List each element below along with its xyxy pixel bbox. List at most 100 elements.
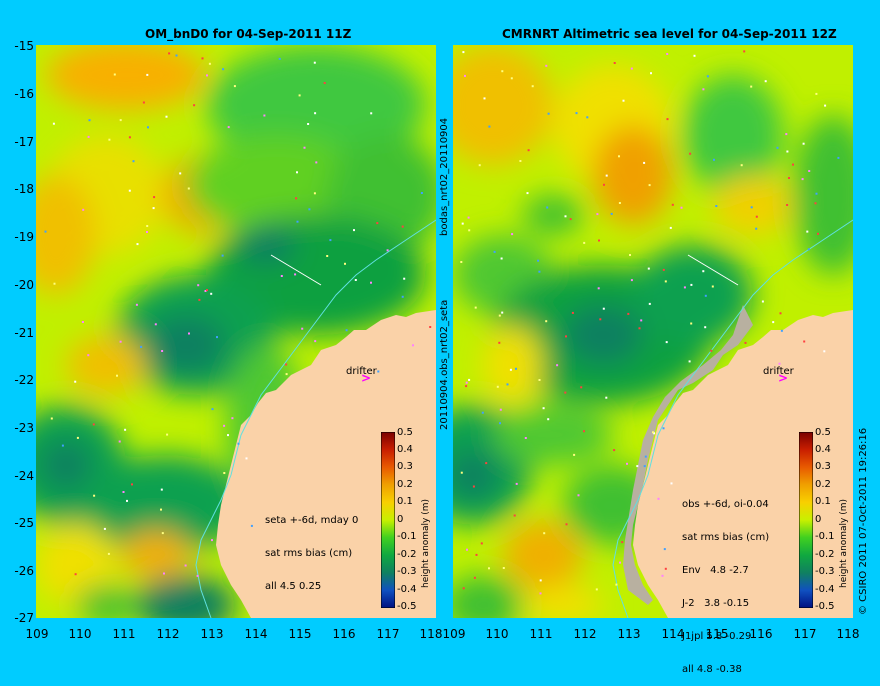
colorbar-tick: -0.1 — [397, 531, 417, 542]
observation-dot — [221, 254, 224, 257]
observation-dot — [403, 277, 406, 280]
observation-dot — [466, 548, 468, 551]
observation-dot — [160, 508, 162, 511]
observation-dot — [175, 54, 178, 57]
observation-dot — [711, 285, 714, 288]
x-tick: 111 — [112, 627, 136, 641]
observation-dot — [76, 436, 79, 439]
observation-dot — [485, 462, 488, 465]
x-tick: 113 — [617, 627, 641, 641]
observation-dot — [621, 541, 624, 544]
observation-dot — [680, 206, 683, 209]
observation-dot — [136, 243, 139, 246]
observation-dot — [538, 270, 541, 273]
observation-dot — [814, 202, 817, 205]
observation-dot — [142, 101, 145, 104]
observation-dot — [662, 268, 665, 271]
observation-dot — [295, 197, 298, 200]
observation-dot — [704, 294, 707, 297]
observation-dot — [204, 290, 207, 292]
observation-dot — [510, 77, 513, 80]
right-info-line: sat rms bias (cm) — [682, 532, 770, 543]
observation-dot — [501, 70, 504, 73]
observation-dot — [118, 440, 121, 443]
observation-dot — [87, 135, 90, 138]
observation-dot — [296, 220, 299, 223]
observation-dot — [44, 230, 47, 233]
observation-dot — [468, 229, 471, 232]
observation-dot — [542, 407, 545, 410]
observation-dot — [808, 170, 811, 172]
observation-dot — [780, 329, 783, 332]
observation-dot — [564, 391, 567, 394]
observation-dot — [785, 133, 788, 136]
left-colorbar — [381, 432, 395, 608]
observation-dot — [88, 119, 91, 122]
observation-dot — [197, 284, 200, 287]
y-tick: -23 — [14, 421, 34, 435]
observation-dot — [206, 289, 208, 292]
observation-dot — [652, 431, 654, 434]
colorbar-tick: -0.4 — [815, 584, 835, 595]
observation-dot — [663, 548, 666, 551]
observation-dot — [313, 192, 316, 195]
observation-dot — [715, 205, 718, 207]
observation-dot — [146, 73, 149, 76]
observation-dot — [511, 233, 514, 236]
colorbar-tick: 0.1 — [815, 496, 831, 507]
x-tick: 114 — [244, 627, 268, 641]
colorbar-tick: 0 — [397, 514, 404, 525]
observation-dot — [280, 275, 283, 277]
observation-dot — [755, 215, 758, 218]
right-colorbar-label: height anomaly (m) — [839, 498, 849, 588]
observation-dot — [670, 482, 673, 485]
observation-dot — [201, 57, 204, 60]
observation-dot — [817, 232, 819, 235]
y-tick: -15 — [14, 39, 34, 53]
x-tick: 116 — [749, 627, 773, 641]
left-map-title: OM_bnD0 for 04-Sep-2011 11Z — [145, 27, 352, 41]
observation-dot — [296, 171, 298, 174]
right-info-line: J-2 3.8 -0.15 — [682, 598, 750, 609]
observation-dot — [643, 465, 646, 468]
observation-dot — [556, 364, 559, 367]
observation-dot — [233, 85, 236, 88]
observation-dot — [344, 262, 346, 265]
observation-dot — [764, 80, 767, 83]
observation-dot — [146, 231, 148, 233]
left-map-svg: > — [36, 45, 436, 618]
observation-dot — [147, 126, 149, 129]
credit-label: © CSIRO 2011 07-Oct-2011 19:26:16 — [858, 427, 869, 615]
observation-dot — [661, 574, 664, 577]
observation-dot — [401, 225, 404, 228]
colorbar-tick: 0.4 — [397, 444, 413, 455]
observation-dot — [498, 314, 501, 317]
observation-dot — [569, 218, 572, 221]
observation-dot — [824, 104, 827, 107]
colorbar-tick: 0.3 — [397, 461, 413, 472]
observation-dot — [610, 212, 613, 215]
observation-dot — [187, 187, 190, 190]
observation-dot — [755, 227, 758, 230]
observation-dot — [547, 112, 550, 115]
y-tick: -25 — [14, 516, 34, 530]
observation-dot — [263, 114, 266, 117]
observation-dot — [401, 295, 404, 298]
observation-dot — [605, 174, 608, 177]
colorbar-tick: 0.3 — [815, 461, 831, 472]
observation-dot — [740, 164, 743, 167]
right-info-line: obs +-6d, oi-0.04 — [682, 499, 769, 510]
left-info-line: seta +-6d, mday 0 — [265, 515, 359, 526]
observation-dot — [307, 123, 310, 125]
observation-dot — [538, 379, 541, 381]
observation-dot — [779, 312, 782, 315]
observation-dot — [488, 567, 490, 570]
observation-dot — [792, 163, 794, 166]
observation-dot — [640, 319, 643, 322]
observation-dot — [565, 523, 568, 526]
observation-dot — [323, 82, 326, 84]
colorbar-tick: 0.5 — [815, 427, 831, 438]
x-tick: 113 — [200, 627, 224, 641]
right-info-line: Env 4.8 -2.7 — [682, 565, 749, 576]
observation-dot — [474, 306, 477, 309]
